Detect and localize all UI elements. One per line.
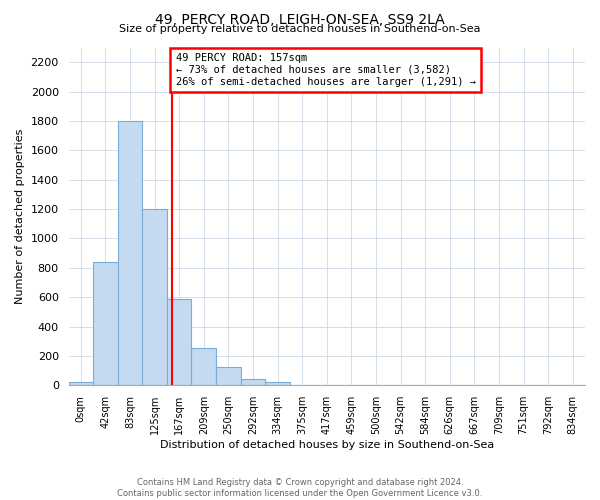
Bar [216, 367, 241, 386]
Bar [191, 348, 216, 386]
Text: Size of property relative to detached houses in Southend-on-Sea: Size of property relative to detached ho… [119, 24, 481, 34]
Text: 49, PERCY ROAD, LEIGH-ON-SEA, SS9 2LA: 49, PERCY ROAD, LEIGH-ON-SEA, SS9 2LA [155, 12, 445, 26]
Bar [93, 262, 118, 386]
Bar [68, 382, 93, 386]
Bar [118, 121, 142, 386]
Bar [167, 298, 191, 386]
Bar [265, 382, 290, 386]
Text: 49 PERCY ROAD: 157sqm
← 73% of detached houses are smaller (3,582)
26% of semi-d: 49 PERCY ROAD: 157sqm ← 73% of detached … [176, 54, 476, 86]
Text: Contains HM Land Registry data © Crown copyright and database right 2024.
Contai: Contains HM Land Registry data © Crown c… [118, 478, 482, 498]
Y-axis label: Number of detached properties: Number of detached properties [15, 128, 25, 304]
X-axis label: Distribution of detached houses by size in Southend-on-Sea: Distribution of detached houses by size … [160, 440, 494, 450]
Bar [241, 378, 265, 386]
Bar [142, 209, 167, 386]
